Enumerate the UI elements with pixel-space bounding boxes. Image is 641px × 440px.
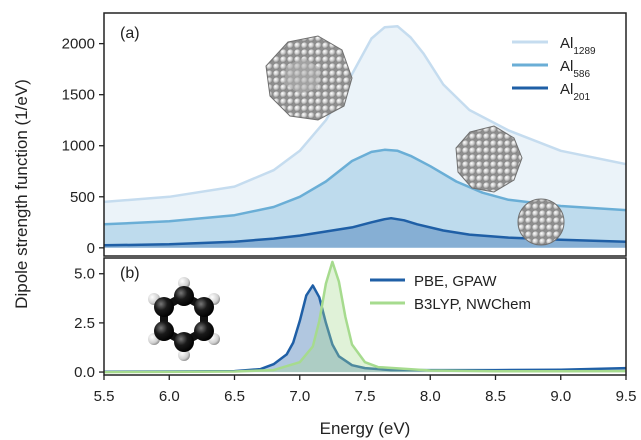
legend-label-al201: Al201 xyxy=(560,81,590,103)
y-tick-label: 0.0 xyxy=(74,364,95,381)
y-tick-label: 0 xyxy=(87,240,95,257)
y-tick-label: 1000 xyxy=(62,138,95,155)
series-area-al1289 xyxy=(104,26,626,248)
x-tick-label: 7.5 xyxy=(355,388,376,405)
x-tick-label: 6.0 xyxy=(159,388,180,405)
y-tick-label: 1500 xyxy=(62,87,95,104)
panel-a-tag: (a) xyxy=(120,25,140,42)
panel-a-plot-area xyxy=(104,25,626,248)
panel-b-y-axis: 0.0 2.5 5.0 xyxy=(74,266,104,381)
series-line-al1289 xyxy=(104,25,626,204)
legend-label-al586: Al586 xyxy=(560,58,590,80)
al201-cluster-image xyxy=(517,198,565,246)
legend-item-al1289: Al1289 xyxy=(512,35,596,57)
x-tick-label: 8.0 xyxy=(420,388,441,405)
y-tick-label: 5.0 xyxy=(74,266,95,283)
panel-a-legend: Al1289 Al586 Al201 xyxy=(512,35,596,103)
series-line-al201 xyxy=(104,216,626,247)
panel-b: (b) PBE, GPAW B3LYP, NWChem 0.0 2.5 5.0 5.… xyxy=(74,257,637,405)
panel-b-plot-area xyxy=(104,260,626,374)
legend-item-b3lyp-nwchem: B3LYP, NWChem xyxy=(370,296,531,313)
al1289-cluster-image xyxy=(265,35,353,121)
x-tick-label: 8.5 xyxy=(485,388,506,405)
panel-b-legend: PBE, GPAW B3LYP, NWChem xyxy=(370,273,531,313)
x-tick-label: 6.5 xyxy=(224,388,245,405)
panel-a-y-axis: 0 500 1000 1500 2000 xyxy=(62,36,104,257)
panel-a: (a) Al1289 Al586 Al201 0 500 1000 1500 2000 xyxy=(62,12,627,257)
legend-label-b3lyp-nwchem: B3LYP, NWChem xyxy=(414,296,531,313)
benzene-molecule-image xyxy=(148,277,220,361)
legend-item-pbe-gpaw: PBE, GPAW xyxy=(370,273,497,290)
y-axis-label: Dipole strength function (1/eV) xyxy=(12,79,31,309)
y-tick-label: 500 xyxy=(70,189,95,206)
al586-cluster-image xyxy=(455,125,523,193)
x-tick-label: 9.0 xyxy=(550,388,571,405)
series-area-al201 xyxy=(104,218,626,248)
series-line-al586 xyxy=(104,148,626,226)
legend-item-al201: Al201 xyxy=(512,81,590,103)
y-tick-label: 2000 xyxy=(62,36,95,53)
legend-item-al586: Al586 xyxy=(512,58,590,80)
panel-b-tag: (b) xyxy=(120,265,140,282)
legend-label-al1289: Al1289 xyxy=(560,35,596,57)
x-tick-label: 5.5 xyxy=(94,388,115,405)
x-tick-label: 9.5 xyxy=(616,388,637,405)
series-area-al586 xyxy=(104,149,626,248)
x-tick-label: 7.0 xyxy=(289,388,310,405)
x-axis: 5.5 6.0 6.5 7.0 7.5 8.0 8.5 9.0 9.5 xyxy=(94,375,637,405)
x-axis-label: Energy (eV) xyxy=(320,419,411,438)
panel-a-frame xyxy=(103,12,627,257)
legend-label-pbe-gpaw: PBE, GPAW xyxy=(414,273,497,290)
y-tick-label: 2.5 xyxy=(74,315,95,332)
series-line-b3lyp-nwchem xyxy=(104,260,626,374)
